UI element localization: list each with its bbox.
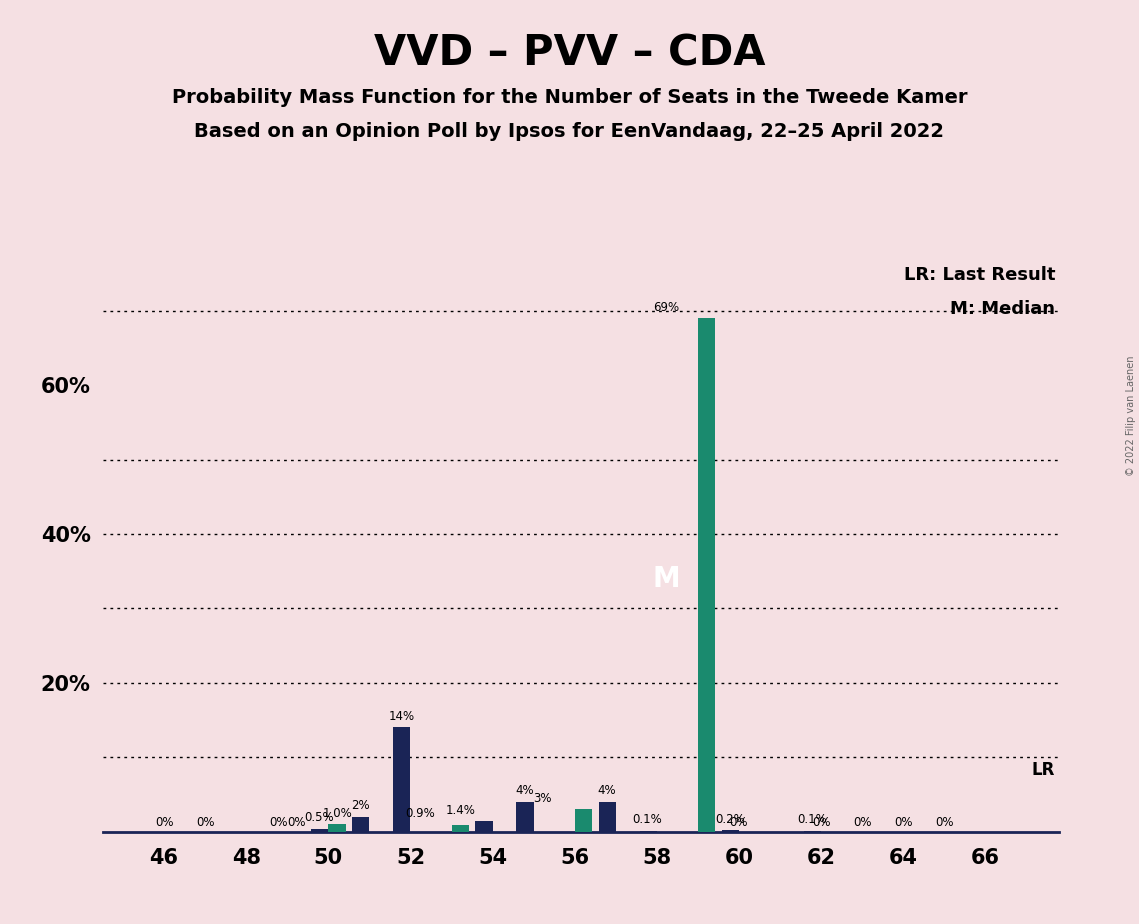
Text: 0%: 0% <box>853 816 871 829</box>
Text: 0%: 0% <box>935 816 953 829</box>
Bar <box>352 817 369 832</box>
Bar <box>328 824 345 832</box>
Text: LR: LR <box>1032 761 1055 779</box>
Text: 0.1%: 0.1% <box>797 813 827 826</box>
Text: 0.9%: 0.9% <box>404 808 435 821</box>
Text: Probability Mass Function for the Number of Seats in the Tweede Kamer: Probability Mass Function for the Number… <box>172 88 967 107</box>
Text: 3%: 3% <box>534 792 552 805</box>
Bar <box>311 829 328 832</box>
Bar <box>451 825 469 832</box>
Text: 14%: 14% <box>388 710 415 723</box>
Text: 0.5%: 0.5% <box>304 811 334 824</box>
Text: 0%: 0% <box>894 816 912 829</box>
Bar <box>722 830 739 832</box>
Text: M: Median: M: Median <box>950 299 1055 318</box>
Text: © 2022 Filip van Laenen: © 2022 Filip van Laenen <box>1126 356 1136 476</box>
Text: 4%: 4% <box>597 784 616 797</box>
Text: VVD – PVV – CDA: VVD – PVV – CDA <box>374 32 765 74</box>
Text: 69%: 69% <box>653 301 679 314</box>
Bar <box>698 318 715 832</box>
Text: 0%: 0% <box>287 816 305 829</box>
Bar <box>516 802 534 832</box>
Text: 4%: 4% <box>515 784 534 797</box>
Bar <box>475 821 492 832</box>
Text: 0.2%: 0.2% <box>715 812 745 826</box>
Text: 0.1%: 0.1% <box>633 813 663 826</box>
Bar <box>393 727 410 832</box>
Text: 1.4%: 1.4% <box>445 804 476 817</box>
Text: 2%: 2% <box>351 799 369 812</box>
Text: 0%: 0% <box>155 816 173 829</box>
Text: 0%: 0% <box>730 816 748 829</box>
Text: M: M <box>653 565 680 592</box>
Text: 0%: 0% <box>812 816 830 829</box>
Bar <box>599 802 616 832</box>
Bar <box>575 809 592 832</box>
Text: Based on an Opinion Poll by Ipsos for EenVandaag, 22–25 April 2022: Based on an Opinion Poll by Ipsos for Ee… <box>195 122 944 141</box>
Text: 0%: 0% <box>269 816 287 829</box>
Text: 1.0%: 1.0% <box>322 807 352 820</box>
Text: LR: Last Result: LR: Last Result <box>903 266 1055 285</box>
Text: 0%: 0% <box>196 816 214 829</box>
